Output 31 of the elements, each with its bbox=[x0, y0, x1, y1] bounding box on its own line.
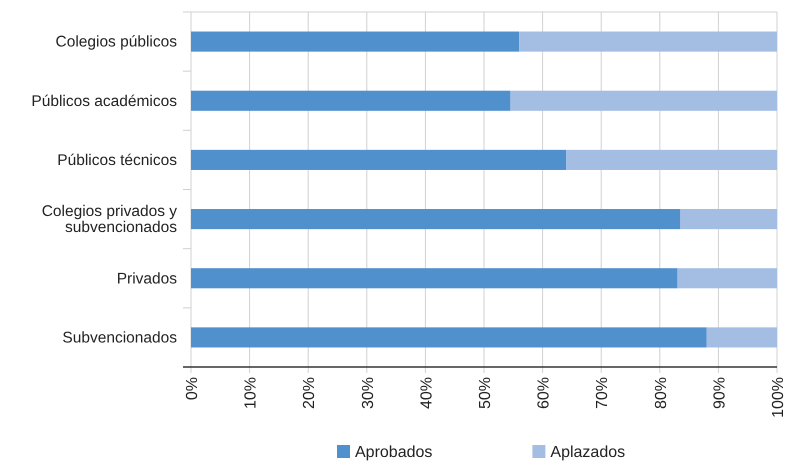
y-tick-label: Públicos académicos bbox=[31, 92, 178, 110]
x-tick-label: 60% bbox=[536, 377, 553, 410]
x-tick-label: 0% bbox=[184, 377, 201, 400]
y-tick-label: Públicos técnicos bbox=[57, 152, 178, 169]
bar bbox=[680, 209, 777, 230]
x-tick-label: 40% bbox=[418, 377, 436, 410]
x-tick-label: 80% bbox=[652, 377, 670, 410]
x-tick-label: 10% bbox=[242, 377, 260, 410]
legend-label: Aplazados bbox=[550, 444, 626, 461]
x-tick-label: 20% bbox=[301, 377, 318, 410]
bar bbox=[191, 150, 566, 170]
bar bbox=[519, 32, 777, 52]
bar bbox=[191, 268, 678, 288]
y-tick-label: Privados bbox=[116, 270, 178, 288]
bar bbox=[677, 268, 777, 288]
legend-label: Aprobados bbox=[355, 444, 432, 461]
bar bbox=[510, 90, 777, 111]
x-tick-label: 90% bbox=[711, 377, 728, 410]
bar bbox=[191, 90, 510, 111]
bar bbox=[191, 209, 680, 230]
x-tick-label: 100% bbox=[770, 377, 786, 418]
x-tick-label: 70% bbox=[594, 377, 612, 410]
bar bbox=[706, 327, 777, 348]
x-tick-label: 30% bbox=[360, 377, 377, 410]
bar bbox=[191, 32, 520, 52]
y-tick-label: Colegios privados y subvencionados bbox=[42, 203, 178, 236]
y-tick-label: Subvencionados bbox=[62, 329, 178, 346]
bar bbox=[191, 327, 707, 348]
bar bbox=[566, 150, 777, 170]
y-tick-label: Colegios públicos bbox=[56, 34, 178, 51]
x-tick-label: 50% bbox=[477, 377, 494, 410]
